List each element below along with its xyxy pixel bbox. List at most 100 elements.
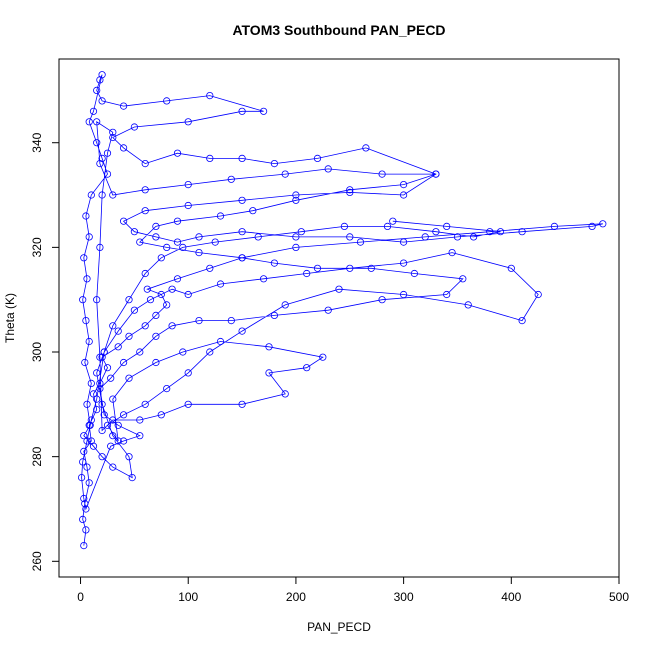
data-point: [173, 238, 182, 246]
data-point: [96, 384, 104, 393]
data-point: [89, 442, 98, 450]
data-point: [534, 290, 542, 299]
data-point: [292, 196, 300, 204]
data-point: [80, 494, 88, 503]
series-line: [81, 74, 603, 546]
data-point: [469, 233, 478, 241]
data-point: [157, 411, 165, 419]
data-point: [79, 515, 87, 524]
data-point: [109, 128, 117, 136]
data-point: [141, 207, 149, 215]
data-point: [216, 337, 225, 346]
data-point: [254, 233, 262, 241]
data-point: [82, 212, 90, 220]
data-point: [259, 107, 268, 115]
data-point: [292, 233, 300, 241]
data-point: [125, 453, 133, 461]
data-point: [98, 426, 106, 435]
data-point: [238, 254, 246, 262]
data-point: [103, 364, 112, 372]
data-point: [103, 170, 112, 178]
data-point: [141, 160, 149, 168]
data-point: [399, 238, 408, 246]
data-point: [146, 296, 155, 304]
data-point: [367, 264, 375, 272]
data-point: [79, 296, 87, 304]
data-point: [109, 322, 117, 330]
data-point: [216, 212, 225, 220]
x-tick-label: 300: [394, 590, 414, 604]
data-point: [130, 306, 138, 314]
data-point: [453, 233, 462, 241]
data-point: [107, 442, 115, 450]
data-point: [120, 144, 128, 152]
data-point: [356, 238, 365, 246]
data-point: [141, 322, 149, 330]
data-point: [340, 222, 348, 230]
data-point: [141, 269, 149, 278]
data-point: [83, 275, 91, 283]
data-point: [292, 243, 300, 251]
data-point: [378, 170, 386, 178]
data-point: [173, 275, 182, 283]
data-point: [281, 301, 289, 309]
data-point: [184, 118, 192, 126]
data-point: [114, 421, 122, 429]
data-point: [152, 222, 160, 230]
data-point: [211, 238, 219, 246]
data-point: [136, 432, 144, 440]
data-point: [120, 217, 128, 225]
data-point: [238, 327, 246, 335]
data-point: [98, 453, 106, 461]
data-point: [421, 233, 429, 241]
data-point: [362, 144, 370, 152]
data-point: [184, 369, 192, 377]
data-point: [324, 306, 332, 314]
data-point: [125, 374, 133, 382]
data-point: [324, 165, 332, 173]
data-point: [249, 207, 257, 215]
data-point: [227, 316, 235, 325]
data-point: [265, 343, 273, 351]
data-point: [410, 269, 418, 278]
x-tick-label: 100: [178, 590, 198, 604]
data-point: [80, 541, 88, 550]
data-point: [270, 311, 278, 319]
data-point: [443, 290, 451, 299]
data-point: [78, 473, 86, 482]
data-point: [128, 473, 136, 482]
data-point: [270, 160, 278, 168]
x-tick-label: 400: [501, 590, 521, 604]
data-point: [93, 86, 101, 95]
data-point: [87, 191, 95, 199]
data-point: [163, 384, 171, 393]
data-point: [79, 458, 87, 466]
data-point: [81, 358, 89, 367]
y-tick-label: 280: [30, 446, 44, 466]
data-point: [179, 348, 187, 356]
data-point: [588, 222, 596, 230]
data-point: [125, 296, 133, 304]
y-tick-label: 260: [30, 551, 44, 571]
data-point: [89, 390, 98, 398]
data-point: [486, 228, 494, 236]
data-point: [136, 238, 144, 246]
data-point: [281, 170, 289, 178]
data-point: [599, 220, 607, 228]
data-point: [399, 181, 408, 189]
data-point: [83, 400, 91, 408]
data-point: [184, 201, 192, 210]
data-point: [80, 254, 88, 262]
data-point: [93, 118, 101, 126]
data-point: [184, 290, 192, 299]
data-point: [93, 369, 101, 377]
data-point: [114, 437, 122, 445]
data-point: [238, 400, 246, 408]
x-tick-label: 500: [609, 590, 629, 604]
data-point: [86, 421, 94, 429]
data-point: [179, 243, 187, 251]
data-point: [206, 154, 214, 162]
data-point: [152, 233, 160, 241]
data-point: [496, 228, 505, 236]
data-point: [464, 301, 472, 309]
